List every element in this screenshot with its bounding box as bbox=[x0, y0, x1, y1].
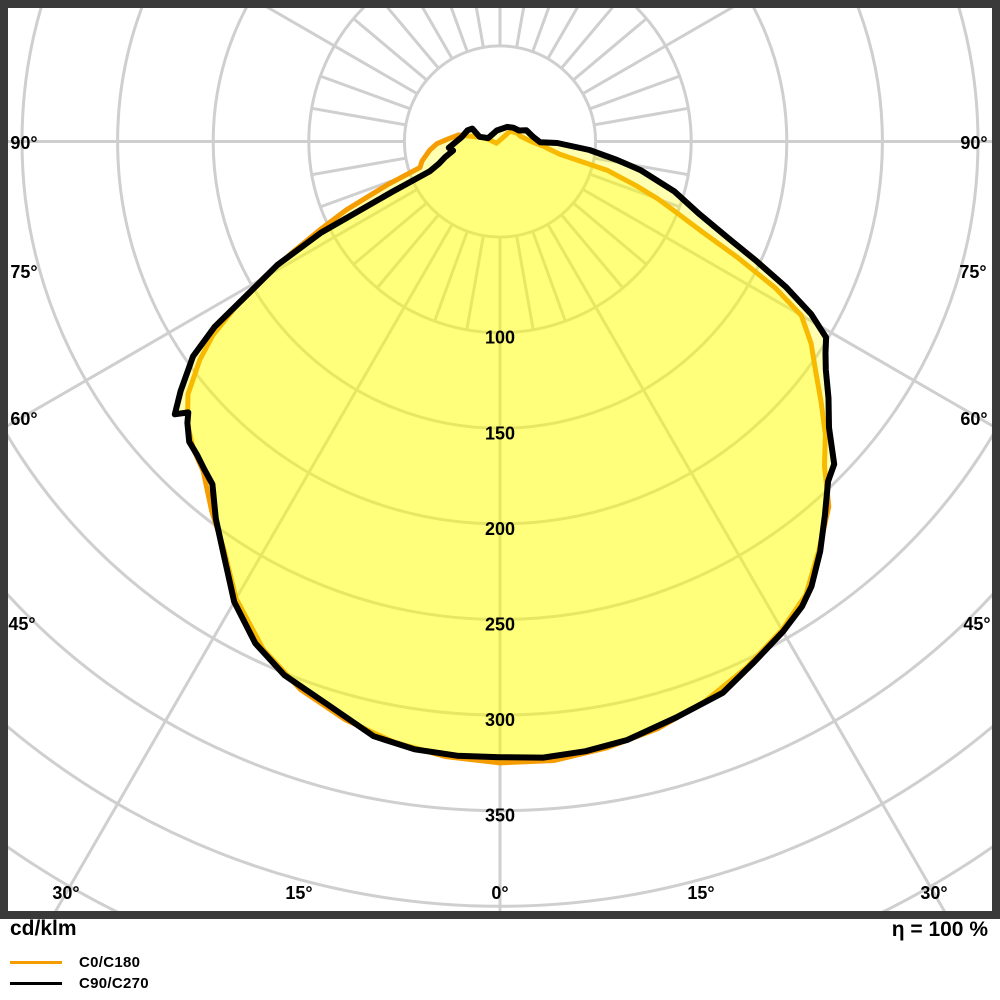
angle-label: 15° bbox=[687, 883, 714, 903]
minor-spoke bbox=[474, 8, 485, 48]
minor-spoke bbox=[352, 17, 428, 82]
angle-label: 60° bbox=[10, 409, 37, 429]
minor-spoke bbox=[311, 106, 407, 127]
angle-label: 15° bbox=[285, 883, 312, 903]
major-spoke bbox=[582, 8, 735, 95]
plot-frame bbox=[0, 0, 1000, 919]
legend: C0/C180 C90/C270 bbox=[10, 952, 149, 994]
curves bbox=[171, 123, 838, 766]
axis-labels: 100 150 200 250 300 350 90° 75° 60° 45° 30° 15° 0° 15… bbox=[8, 133, 990, 903]
efficiency-label: η = 100 % bbox=[891, 918, 988, 941]
minor-spoke bbox=[531, 230, 567, 322]
minor-spoke bbox=[593, 106, 689, 127]
angle-label: 45° bbox=[963, 614, 990, 634]
minor-spoke bbox=[560, 8, 614, 70]
minor-spoke bbox=[589, 74, 681, 111]
major-spoke bbox=[546, 223, 947, 911]
radial-tick-label: 350 bbox=[485, 806, 515, 826]
legend-item-c0-c180: C0/C180 bbox=[10, 952, 149, 973]
angle-label: 90° bbox=[960, 133, 987, 153]
minor-spoke bbox=[319, 74, 411, 111]
angle-label: 30° bbox=[52, 883, 79, 903]
minor-spoke bbox=[572, 201, 648, 266]
minor-spoke bbox=[515, 235, 535, 331]
angle-label: 0° bbox=[491, 883, 508, 903]
c90-c270-line-swatch bbox=[10, 982, 62, 985]
angle-label: 60° bbox=[960, 409, 987, 429]
major-spoke bbox=[546, 8, 579, 60]
major-spoke bbox=[265, 8, 418, 95]
minor-spoke bbox=[515, 8, 526, 48]
c90-c270-curve bbox=[171, 123, 838, 761]
minor-spoke bbox=[465, 235, 485, 331]
legend-item-c90-c270: C90/C270 bbox=[10, 973, 149, 994]
minor-spoke bbox=[449, 8, 469, 53]
minor-spoke bbox=[386, 8, 440, 70]
angle-label: 75° bbox=[10, 262, 37, 282]
minor-spoke bbox=[531, 8, 551, 53]
legend-label-c0-c180: C0/C180 bbox=[79, 954, 141, 971]
plot-border bbox=[0, 0, 1000, 919]
minor-spoke bbox=[433, 230, 469, 322]
radial-tick-label: 150 bbox=[485, 423, 515, 443]
angle-label: 30° bbox=[920, 883, 947, 903]
angle-label: 90° bbox=[10, 133, 37, 153]
minor-spoke bbox=[352, 201, 428, 266]
radial-units-label: cd/klm bbox=[10, 917, 77, 940]
legend-label-c90-c270: C90/C270 bbox=[79, 975, 149, 992]
major-spoke bbox=[582, 188, 992, 428]
minor-spoke bbox=[572, 17, 648, 82]
c0-c180-line-swatch bbox=[10, 961, 62, 964]
angle-label: 45° bbox=[8, 614, 35, 634]
minor-spoke bbox=[375, 213, 440, 289]
major-spoke bbox=[53, 223, 454, 911]
radial-tick-label: 300 bbox=[485, 710, 515, 730]
radial-tick-label: 250 bbox=[485, 615, 515, 635]
major-spoke bbox=[8, 188, 418, 428]
major-spoke bbox=[421, 8, 454, 60]
radial-tick-label: 100 bbox=[485, 328, 515, 348]
radial-tick-label: 200 bbox=[485, 519, 515, 539]
angle-label: 75° bbox=[959, 262, 986, 282]
minor-spoke bbox=[560, 213, 625, 289]
minor-spoke bbox=[311, 156, 407, 177]
minor-spoke bbox=[593, 156, 689, 177]
